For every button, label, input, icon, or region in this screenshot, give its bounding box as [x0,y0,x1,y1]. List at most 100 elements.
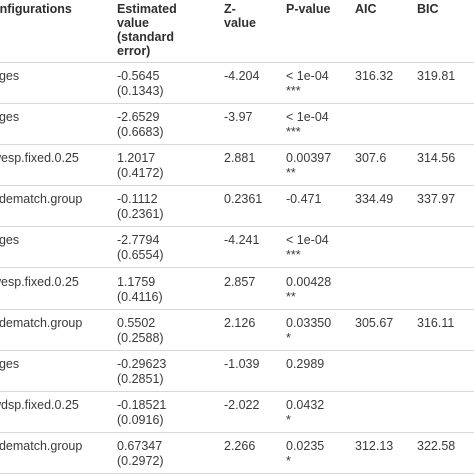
row-separator [0,431,474,433]
estimate-cell: -0.29623 (0.2851) [117,357,166,387]
table-row: dges -2.7794(0.6554) -4.241 < 1e-04*** [0,227,474,269]
estimate-cell: -2.7794 (0.6554) [117,233,164,263]
estimate-text: -0.1112 [117,192,158,207]
p-value-text: 0.0432 [286,397,325,412]
header-bic: BIC [417,2,439,16]
significance-stars: * [286,453,291,468]
bic-cell: 319.81 [417,69,455,84]
z-value-cell: -4.241 [224,233,259,248]
table-row: odematch.group 0.5502 (0.2588) 2.126 0.03350… [0,310,474,351]
header-configurations: onfigurations [0,2,72,16]
p-value-cell: < 1e-04 *** [286,110,329,140]
significance-stars: *** [286,84,301,98]
configuration-cell: odematch.group [0,316,82,331]
configuration-text: odematch.group [0,315,83,330]
significance-stars: ** [286,166,296,181]
estimate-cell: 1.1759 (0.4116) [117,275,163,305]
estimate-cell: -2.6529 (0.6683) [117,110,164,140]
standard-error-text: (0.6554) [117,248,164,263]
estimate-text: 1.2017 [117,151,156,166]
estimate-cell: 0.67347 (0.2972) [117,439,164,469]
significance-stars: *** [286,248,301,263]
p-value-text: -0.471 [286,192,322,207]
row-separator [0,390,474,392]
estimate-text: -0.29623 [117,356,167,371]
bic-cell: 316.11 [417,316,454,331]
standard-error-text: (0.2972) [117,453,164,468]
configuration-text: wesp.fixed.0.25 [0,151,79,166]
p-value-text: < 1e-04 [286,110,329,125]
standard-error-text: (0.6683) [117,125,164,140]
standard-error-text: (0.2851) [117,371,164,386]
z-value-cell: 2.881 [224,151,255,166]
bic-text: 322.58 [417,438,456,453]
p-value-cell: 0.0432 * [286,398,324,428]
configuration-text: dges [0,69,20,83]
table-row: wdsp.fixed.0.25 -0.18521 (0.0916) -2.022 0.0… [0,392,474,433]
aic-text: 334.49 [355,192,394,207]
aic-cell: 334.49 [355,192,393,207]
row-separator [0,103,474,105]
header-aic: AIC [355,2,377,16]
bic-cell: 337.97 [417,192,455,207]
configuration-cell: wesp.fixed.0.25 [0,275,79,290]
estimate-cell: 1.2017 (0.4172) [117,151,164,181]
estimate-text: -2.6529 [117,110,160,125]
z-value-text: 2.266 [224,438,256,453]
p-value-text: 0.03350 [286,315,332,330]
table-row: odematch.group -0.1112 (0.2361) 0.2361 -0.47… [0,186,474,228]
header-p-value: P-value [286,2,331,16]
configuration-cell: odematch.group [0,192,82,207]
z-value-cell: 2.126 [224,316,255,331]
significance-stars: *** [286,125,301,140]
table-row: dges -0.5645(0.1343) -4.204 < 1e-04*** 316.3… [0,63,474,105]
p-value-text: < 1e-04 [286,69,329,83]
p-value-cell: 0.00397 ** [286,151,331,181]
configuration-cell: dges [0,110,19,125]
header-z-value: Z- value [224,0,256,64]
z-value-text: -2.022 [224,397,260,412]
configuration-text: odematch.group [0,192,83,207]
standard-error-text: (0.4172) [117,166,164,181]
configuration-cell: dges [0,233,19,248]
standard-error-text: (0.2588) [117,330,164,345]
aic-text: 316.32 [355,69,394,83]
estimate-text: 1.1759 [117,274,156,289]
row-separator [0,349,474,351]
configuration-text: wdsp.fixed.0.25 [0,397,79,412]
bic-cell: 322.58 [417,439,455,454]
estimate-cell: -0.5645 (0.1343) [117,69,164,99]
bic-text: 314.56 [417,151,456,166]
aic-text: 305.67 [355,315,394,330]
estimate-text: 0.67347 [117,438,163,453]
z-value-cell: -3.97 [224,110,253,125]
header-estimated-line: error) [117,44,151,58]
configuration-text: odematch.group [0,438,83,453]
aic-cell: 316.32 [355,69,393,84]
significance-stars: * [286,330,291,345]
row-separator [0,267,474,269]
estimate-cell: -0.1112 (0.2361) [117,192,164,222]
table-row: odematch.group 0.67347 (0.2972) 2.266 0.0235… [0,433,474,474]
configuration-cell: dges [0,69,19,84]
p-value-text: 0.0235 [286,438,325,453]
header-estimated-line: (standard [117,30,174,44]
header-estimated-line: value [117,16,149,30]
estimate-text: -0.18521 [117,397,167,412]
z-value-cell: -2.022 [224,398,259,413]
p-value-text: 0.00428 [286,274,332,289]
configuration-text: dges [0,356,20,371]
z-value-text: 2.857 [224,274,256,289]
z-value-text: 0.2361 [224,192,263,207]
aic-cell: 307.6 [355,151,386,166]
z-value-text: -3.97 [224,110,253,125]
configuration-text: wesp.fixed.0.25 [0,274,79,289]
z-value-cell: 2.857 [224,275,255,290]
p-value-text: 0.00397 [286,151,332,166]
table-row: dges -0.29623(0.2851) -1.039 0.2989 [0,351,474,392]
p-value-cell: -0.471 [286,192,321,207]
row-separator [0,308,474,310]
estimate-text: -0.5645 [117,69,160,83]
bic-cell: 314.56 [417,151,455,166]
